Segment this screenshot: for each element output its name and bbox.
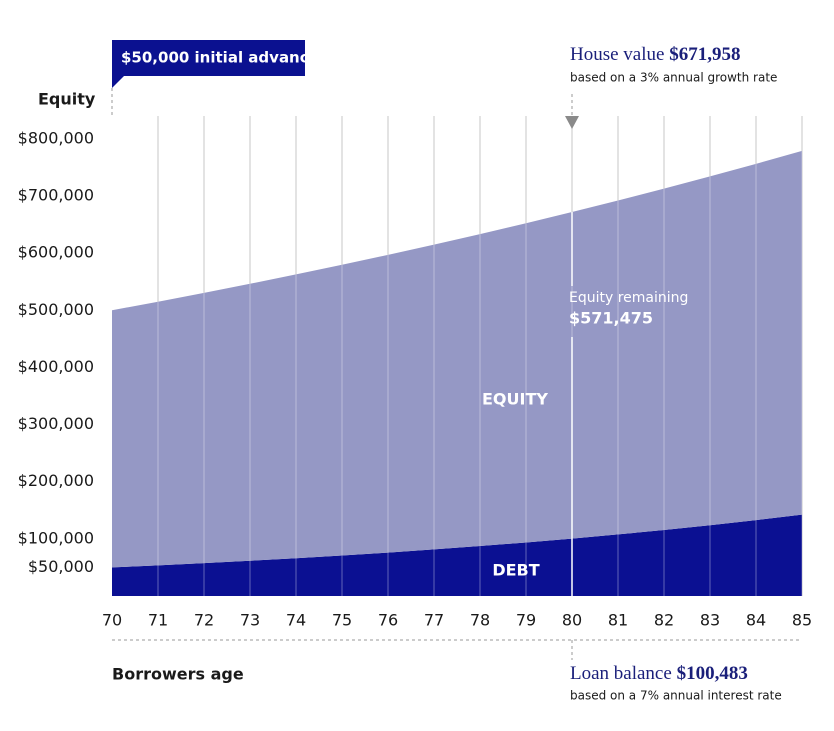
advance-notch (112, 76, 124, 88)
x-tick-label: 75 (332, 611, 352, 630)
loan-balance-label: Loan balance (570, 663, 672, 684)
x-tick-label: 74 (286, 611, 306, 630)
area (112, 150, 802, 568)
advance-label: $50,000 initial advance (121, 49, 319, 67)
x-tick-label: 76 (378, 611, 398, 630)
y-tick-label: $600,000 (18, 243, 94, 262)
equity-remaining-value: $571,475 (569, 309, 653, 328)
x-tick-label: 71 (148, 611, 168, 630)
y-tick-label: $50,000 (28, 557, 94, 576)
loan-balance-value: $100,483 (677, 663, 748, 684)
x-tick-label: 83 (700, 611, 720, 630)
areas (112, 150, 802, 596)
x-tick-label: 84 (746, 611, 766, 630)
x-tick-label: 73 (240, 611, 260, 630)
x-tick-label: 80 (562, 611, 582, 630)
y-tick-label: $400,000 (18, 357, 94, 376)
house-value-label: House value (570, 44, 664, 65)
advance-box (112, 40, 305, 76)
y-tick-label: $300,000 (18, 414, 94, 433)
loan-balance-note: based on a 7% annual interest rate (570, 689, 782, 703)
house-value-note: based on a 3% annual growth rate (570, 71, 777, 85)
loan-balance-annotation: Loan balance $100,483 (570, 663, 748, 684)
y-tick-label: $700,000 (18, 186, 94, 205)
x-axis-label: Borrowers age (112, 665, 244, 684)
x-tick-label: 77 (424, 611, 444, 630)
y-tick-label: $100,000 (18, 528, 94, 547)
series-label: DEBT (492, 561, 539, 580)
y-axis-label: Equity (38, 90, 96, 109)
series-label: EQUITY (482, 390, 548, 409)
x-tick-label: 70 (102, 611, 122, 630)
x-tick-label: 85 (792, 611, 812, 630)
y-tick-label: $500,000 (18, 300, 94, 319)
y-tick-label: $200,000 (18, 471, 94, 490)
x-tick-label: 72 (194, 611, 214, 630)
x-tick-label: 78 (470, 611, 490, 630)
area (112, 514, 802, 596)
house-value-value: $671,958 (669, 44, 740, 65)
marker-arrow (565, 116, 579, 129)
x-tick-label: 79 (516, 611, 536, 630)
equity-remaining-label: Equity remaining (569, 290, 688, 306)
x-tick-label: 82 (654, 611, 674, 630)
house-value-annotation: House value $671,958 (570, 44, 740, 65)
y-tick-label: $800,000 (18, 128, 94, 147)
x-tick-label: 81 (608, 611, 628, 630)
